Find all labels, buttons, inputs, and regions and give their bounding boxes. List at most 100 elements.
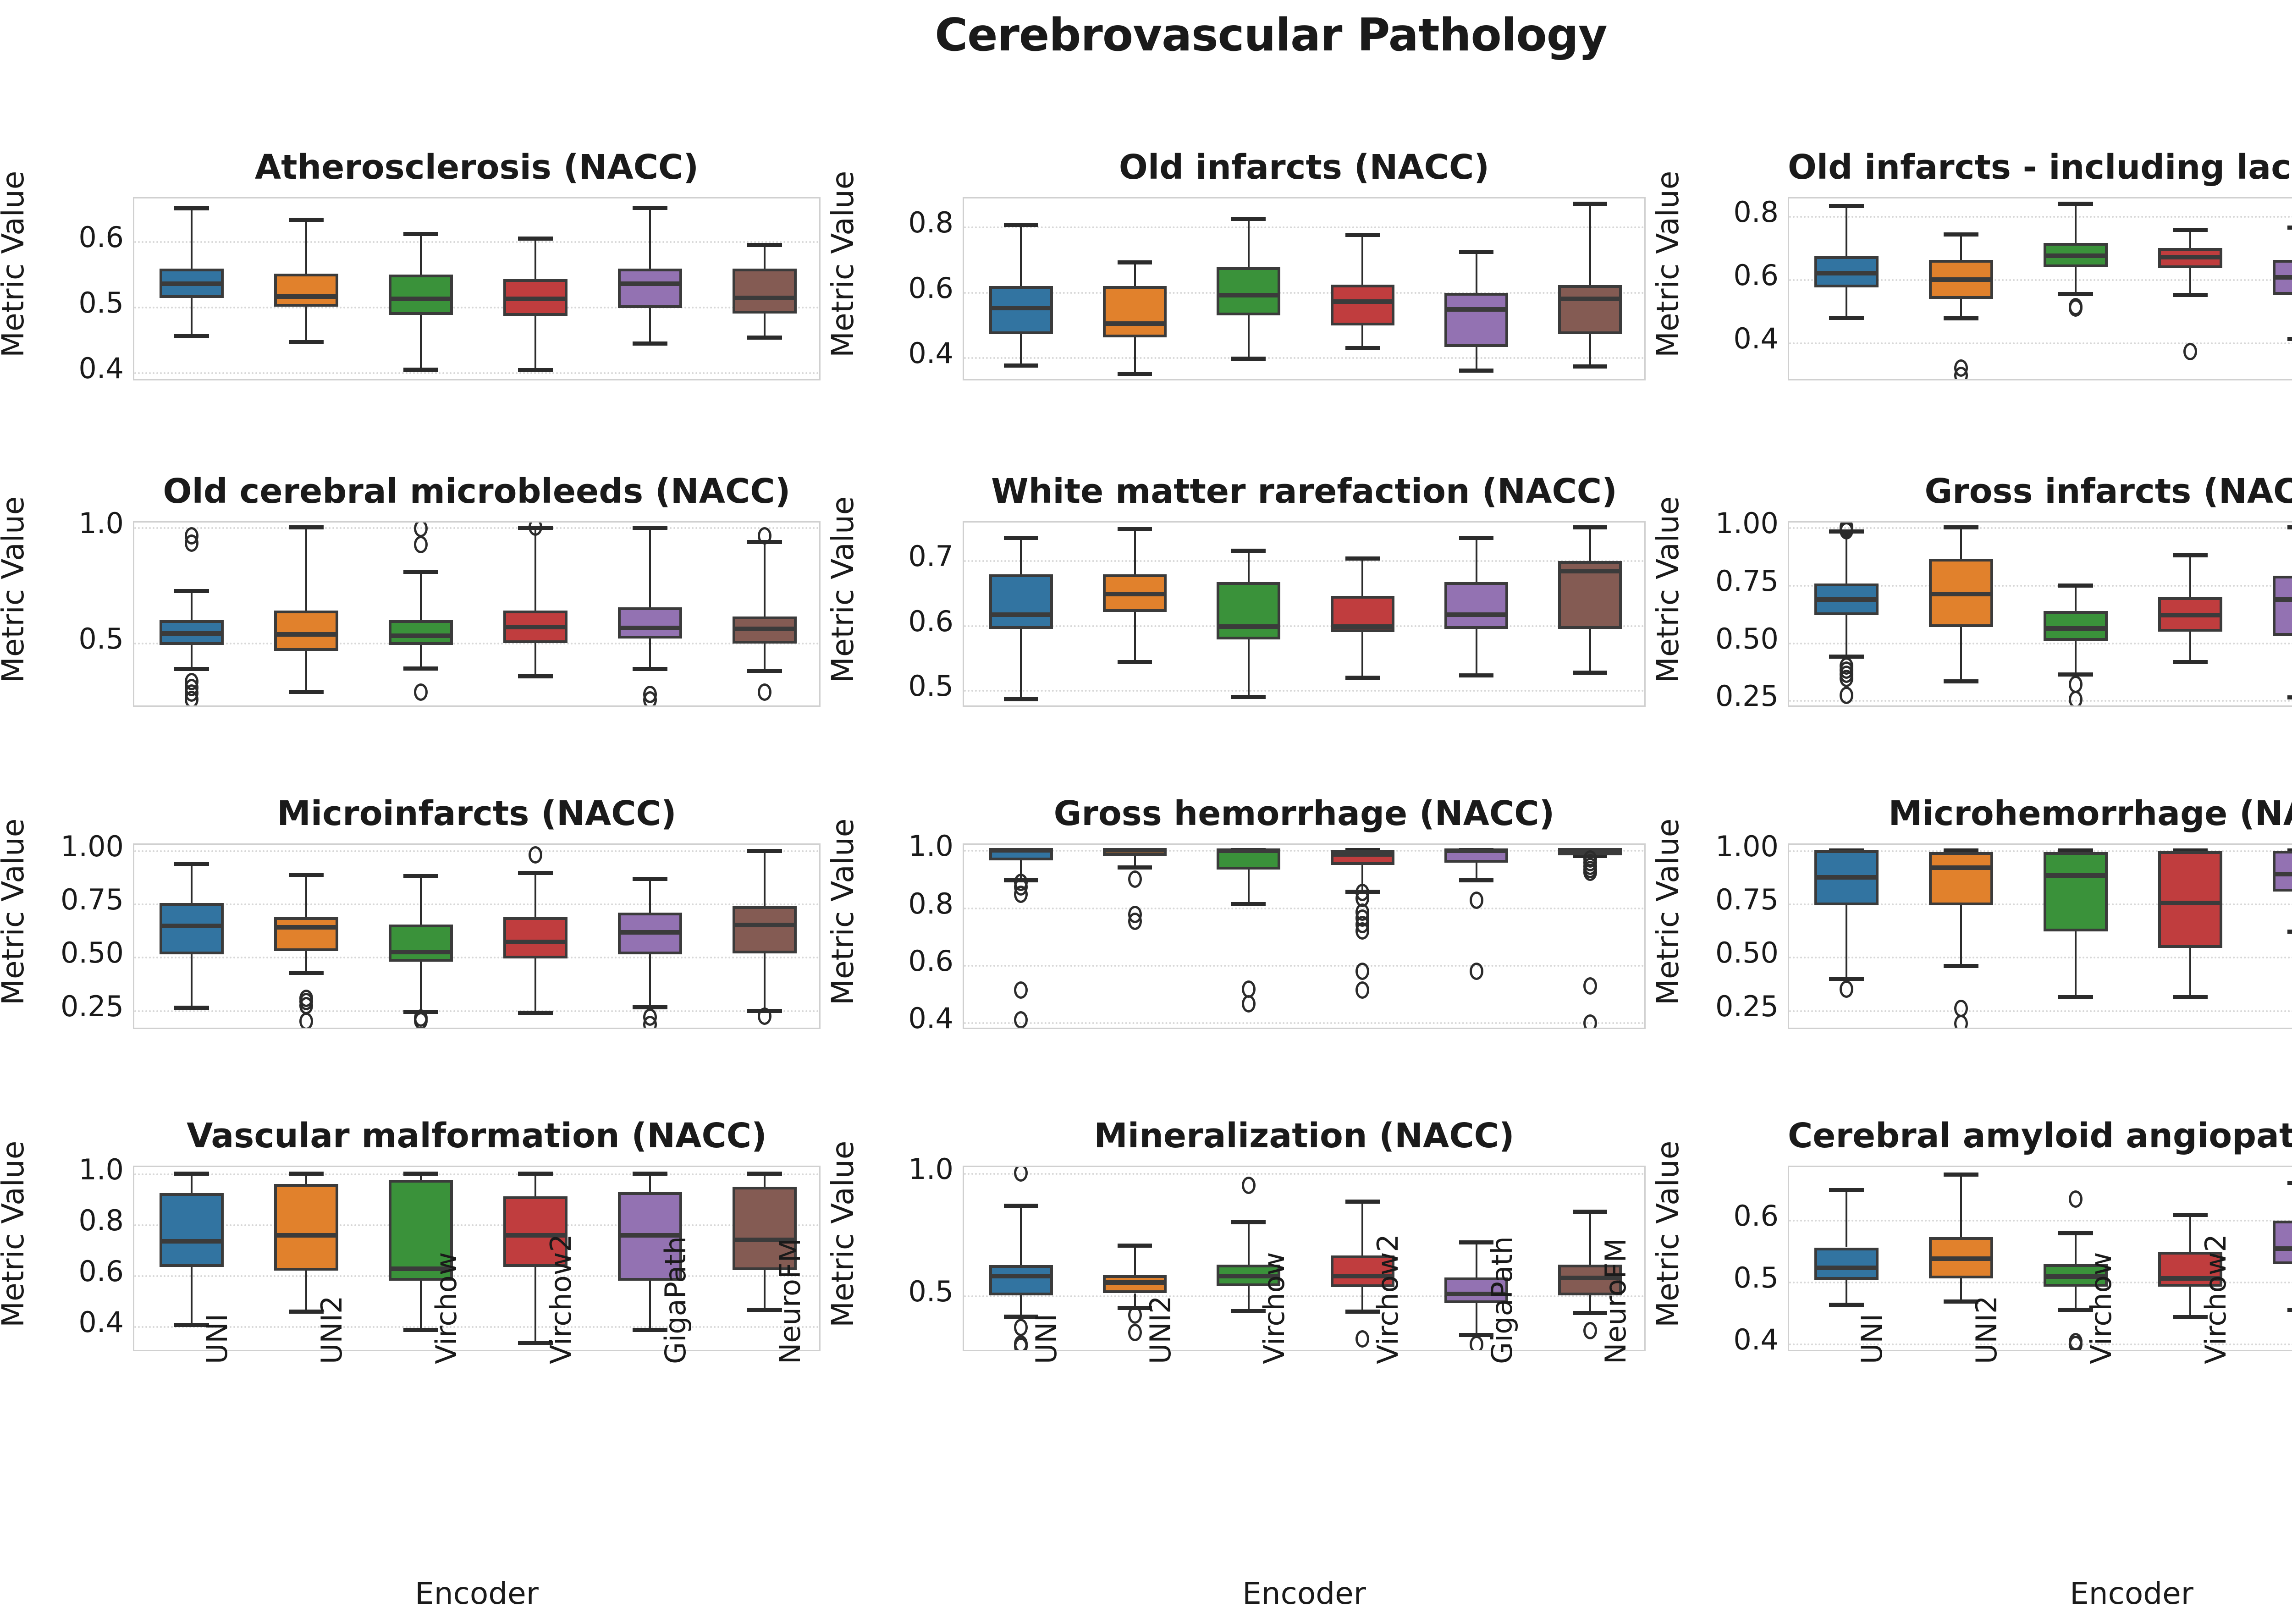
cap-upper (2058, 202, 2093, 206)
cap-lower (1003, 363, 1038, 368)
median-line (989, 848, 1053, 853)
whisker-lower (2189, 268, 2191, 295)
cap-upper (2058, 584, 2093, 588)
outlier-point (1954, 1014, 1968, 1028)
box-iqr (1330, 1255, 1394, 1288)
cap-upper (2173, 553, 2208, 558)
cap-lower (174, 334, 209, 338)
outlier-point (1014, 1319, 1028, 1337)
y-tick-label: 0.8 (1733, 195, 1779, 229)
cap-upper (174, 589, 209, 594)
cap-lower (633, 1328, 667, 1332)
y-gridline (134, 1275, 819, 1277)
cap-lower (1459, 673, 1494, 677)
cap-lower (403, 666, 438, 671)
whisker-lower (1589, 1295, 1591, 1313)
outlier-point (1014, 1167, 1028, 1182)
whisker-upper (1846, 1189, 1847, 1248)
whisker-upper (1960, 527, 1962, 559)
y-tick-label: 0.25 (1715, 679, 1779, 713)
y-gridline (1789, 903, 2292, 906)
cap-lower (1944, 963, 1978, 968)
outlier-point (1014, 1011, 1028, 1028)
boxplot-uni2 (134, 845, 819, 1028)
median-line (1217, 624, 1281, 629)
whisker-upper (1960, 234, 1962, 260)
boxplot-uni (134, 845, 819, 1028)
whisker-lower (1020, 629, 1022, 699)
whisker-lower (191, 298, 193, 336)
boxplot-uni (134, 523, 819, 705)
whisker-upper (1361, 558, 1364, 596)
whisker-lower (420, 315, 422, 369)
whisker-upper (1475, 1242, 1477, 1278)
cap-upper (174, 861, 209, 866)
cap-upper (1345, 1199, 1380, 1204)
subplot-title: White matter rarefaction (NACC) (991, 472, 1617, 511)
cap-lower (747, 1307, 782, 1312)
boxplot-uni (134, 198, 819, 379)
y-gridline (134, 1010, 819, 1012)
whisker-lower (2075, 640, 2077, 675)
boxplot-uni2 (1789, 198, 2292, 379)
median-line (274, 925, 338, 930)
outlier-point (414, 535, 428, 553)
cap-upper (1459, 1240, 1494, 1244)
outlier-point (1583, 1014, 1597, 1028)
median-line (1330, 852, 1394, 857)
median-line (1929, 277, 1993, 282)
whisker-lower (1361, 1287, 1364, 1312)
subplot-title: Mineralization (NACC) (1094, 1116, 1515, 1156)
y-tick-label: 0.6 (908, 944, 953, 978)
y-gridline (1789, 1343, 2292, 1345)
median-line (503, 1233, 567, 1238)
whisker-upper (649, 879, 651, 913)
median-line (1330, 624, 1394, 629)
boxplot-uni (964, 198, 1644, 379)
box-iqr (733, 268, 797, 314)
boxplot-neurofm (964, 845, 1644, 1028)
whisker-upper (534, 527, 536, 611)
median-line (1929, 591, 1993, 596)
y-gridline (964, 1022, 1644, 1024)
y-tick-label: 1.00 (1715, 829, 1779, 863)
y-tick-label: 0.4 (78, 351, 124, 385)
whisker-lower (1589, 334, 1591, 367)
cap-upper (403, 232, 438, 237)
median-line (2273, 1246, 2292, 1251)
x-axis-label: Encoder (415, 1576, 539, 1611)
outlier-point (2069, 1190, 2083, 1208)
whisker-upper (305, 219, 307, 274)
outlier-point (2069, 690, 2083, 705)
outlier-point (1469, 962, 1483, 980)
y-tick-label: 0.6 (78, 1254, 124, 1288)
whisker-upper (764, 1173, 766, 1187)
whisker-upper (191, 863, 193, 903)
subplot-title: Old infarcts (NACC) (1118, 148, 1490, 187)
median-line (1102, 848, 1167, 853)
outlier-point (1014, 886, 1028, 903)
y-tick-label: 0.50 (60, 936, 124, 970)
box-iqr (274, 610, 338, 651)
boxplot-virchow2 (134, 523, 819, 705)
y-gridline (1789, 279, 2292, 281)
boxplot-uni2 (964, 1167, 1644, 1350)
whisker-lower (1247, 639, 1250, 697)
whisker-lower (305, 306, 307, 342)
whisker-upper (764, 542, 766, 617)
y-gridline (1789, 1010, 2292, 1012)
median-line (1558, 848, 1622, 853)
y-tick-label: 0.75 (1715, 564, 1779, 598)
median-line (2044, 253, 2108, 258)
cap-upper (1003, 1203, 1038, 1208)
boxplot-neurofm (964, 198, 1644, 379)
cap-upper (1345, 232, 1380, 237)
whisker-lower (191, 1267, 193, 1325)
median-line (1558, 1276, 1622, 1281)
y-gridline (964, 226, 1644, 228)
cap-lower (2287, 930, 2292, 934)
